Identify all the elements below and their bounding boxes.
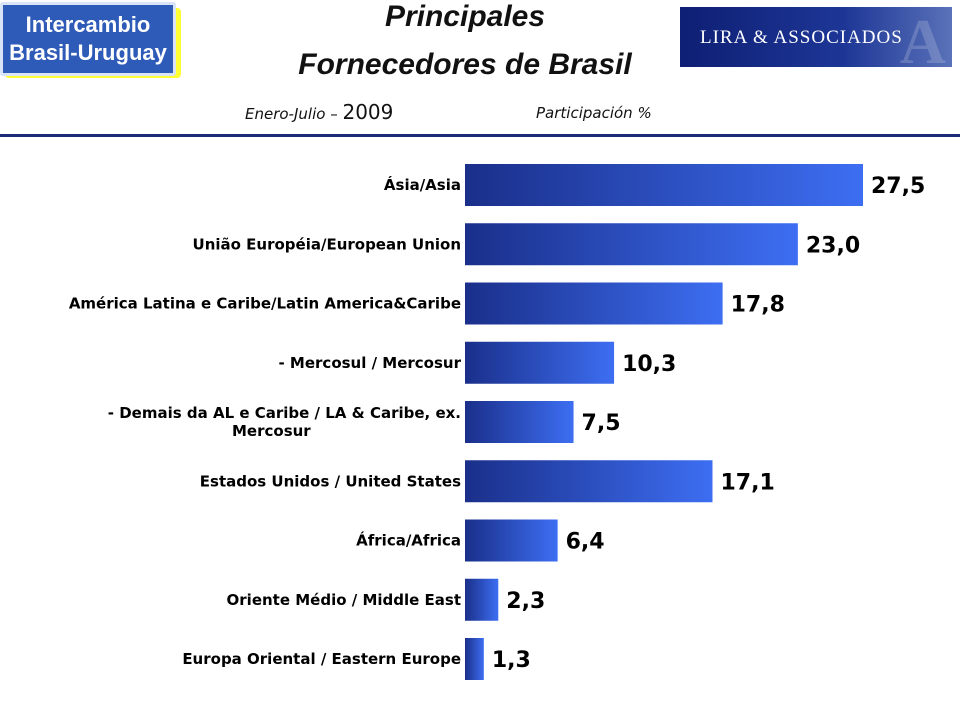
category-label-8: Europa Oriental / Eastern Europe: [182, 650, 461, 668]
unit-label: Participación %: [536, 104, 652, 122]
bar-3: [465, 341, 615, 384]
value-label-0: 27,5: [871, 174, 925, 199]
lira-associados-logo: A LIRA & ASSOCIADOS: [680, 6, 952, 77]
bar-5: [465, 460, 713, 503]
intercambio-logo: Intercambio Brasil-Uruguay: [0, 0, 186, 82]
value-label-7: 2,3: [506, 589, 545, 614]
bar-2: [465, 282, 723, 325]
page-title-line-2: Fornecedores de Brasil: [298, 48, 632, 81]
subtitle-period: Enero-Julio – 2009: [245, 100, 393, 124]
logo-line-1: Intercambio: [25, 12, 151, 37]
period-dash: –: [330, 105, 338, 123]
value-label-3: 10,3: [622, 352, 676, 377]
value-label-1: 23,0: [806, 233, 860, 258]
category-label-5: Estados Unidos / United States: [200, 472, 461, 490]
bar-1: [465, 223, 798, 266]
value-label-5: 17,1: [720, 470, 774, 495]
bar-chart: Ásia/Asia 27,5 União Européia/European Uni…: [69, 164, 925, 680]
period-label: Enero-Julio: [245, 105, 326, 123]
value-label-4: 7,5: [582, 411, 621, 436]
logo-plate: Intercambio Brasil-Uruguay: [0, 2, 176, 76]
bars-layer: Ásia/Asia 27,5 União Européia/European Uni…: [69, 164, 925, 680]
category-label-1: União Européia/European Union: [193, 235, 461, 253]
logo-text: LIRA & ASSOCIADOS: [700, 27, 903, 48]
bar-0: [465, 164, 863, 206]
bar-6: [465, 519, 558, 562]
logo-watermark: A: [899, 6, 946, 77]
period-year: 2009: [342, 100, 394, 124]
bar-4: [465, 401, 574, 443]
bar-7: [465, 578, 499, 621]
category-label-7: Oriente Médio / Middle East: [227, 591, 461, 609]
page-title-line-1: Principales: [384, 0, 546, 33]
value-label-6: 6,4: [566, 530, 605, 555]
value-label-2: 17,8: [731, 293, 785, 318]
category-label-4-1: Mercosur: [232, 422, 311, 440]
category-label-2: América Latina e Caribe/Latin America&Ca…: [69, 295, 461, 313]
category-label-6: África/Africa: [356, 531, 461, 550]
logo-line-2: Brasil-Uruguay: [9, 40, 167, 65]
category-label-3: - Mercosul / Mercosur: [278, 354, 461, 372]
value-label-8: 1,3: [492, 648, 531, 673]
category-label-0: Ásia/Asia: [384, 175, 461, 194]
header-divider: [0, 134, 960, 137]
bar-8: [465, 638, 484, 680]
category-label-4-0: - Demais da AL e Caribe / LA & Caribe, e…: [108, 404, 461, 422]
